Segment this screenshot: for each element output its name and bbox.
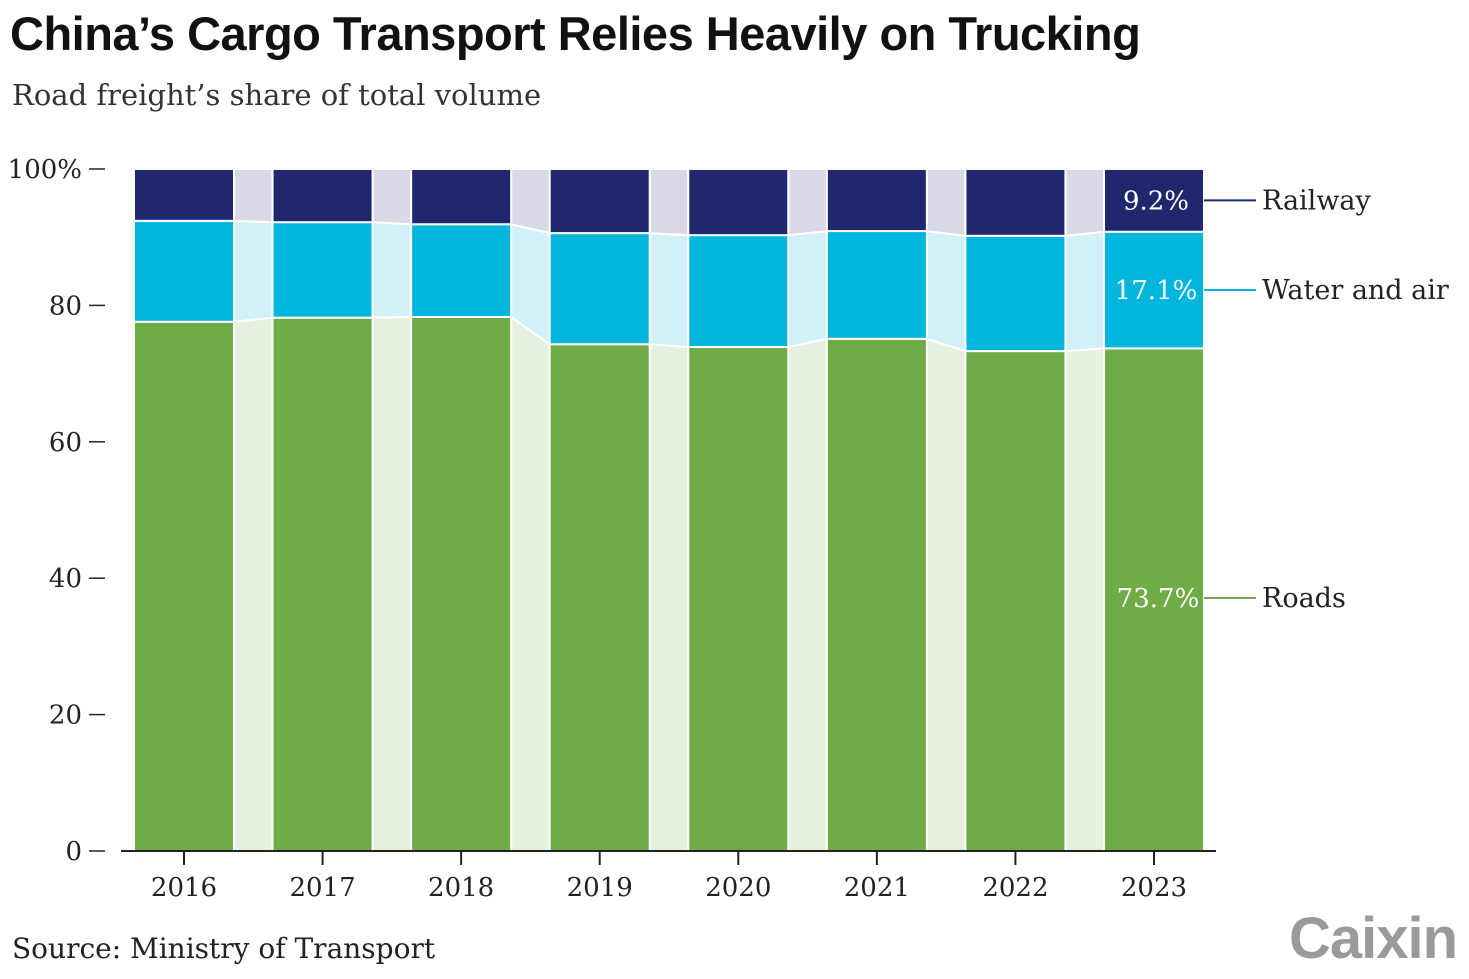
connector-roads	[371, 315, 413, 852]
x-tick-label: 2023	[1121, 873, 1187, 903]
connector-water-and-air	[371, 221, 413, 319]
connector-roads	[233, 316, 274, 852]
bar-railway-2022	[964, 168, 1067, 237]
value-label-water-and-air: 17.1%	[1115, 276, 1198, 306]
y-tick-label: 80	[49, 291, 82, 321]
bar-water-and-air-2019	[548, 232, 651, 346]
connector-railway	[233, 168, 274, 224]
connector-railway	[925, 168, 967, 237]
y-tick-label: 20	[49, 701, 82, 731]
x-tick-label: 2018	[428, 873, 494, 903]
bar-roads-2019	[548, 343, 651, 852]
bar-roads-2023	[1102, 347, 1205, 852]
connector-railway	[371, 168, 413, 226]
x-tick-label: 2022	[982, 873, 1048, 903]
bar-roads-2016	[133, 320, 235, 852]
bar-railway-2021	[825, 168, 928, 233]
y-tick-label: 40	[49, 564, 82, 594]
connector-railway	[787, 168, 828, 237]
bar-water-and-air-2021	[825, 230, 928, 340]
bar-water-and-air-2018	[410, 223, 513, 318]
bar-railway-2017	[271, 168, 374, 224]
x-tick-label: 2021	[844, 873, 910, 903]
x-tick-label: 2017	[289, 873, 355, 903]
bar-railway-2023	[1102, 168, 1205, 233]
x-tick-label: 2016	[151, 873, 217, 903]
bar-water-and-air-2016	[133, 219, 235, 323]
source-note: Source: Ministry of Transport	[12, 932, 436, 965]
connector-roads	[925, 337, 967, 852]
connector-roads	[648, 343, 690, 852]
legend-label-railway: Railway	[1262, 185, 1372, 216]
bar-railway-2019	[548, 168, 651, 235]
connector-water-and-air	[233, 219, 274, 323]
connector-water-and-air	[925, 229, 967, 353]
y-tick-label: 0	[65, 837, 82, 867]
value-label-roads: 73.7%	[1117, 584, 1200, 614]
x-tick-label: 2020	[705, 873, 771, 903]
legend-label-water-and-air: Water and air	[1262, 275, 1449, 306]
connector-roads	[787, 337, 828, 852]
value-label-railway: 9.2%	[1123, 186, 1189, 216]
legend-label-roads: Roads	[1262, 583, 1346, 614]
connector-water-and-air	[648, 232, 690, 349]
y-tick-label: 60	[49, 428, 82, 458]
connector-railway	[1064, 168, 1105, 237]
bar-roads-2021	[825, 337, 928, 852]
connector-railway	[648, 168, 690, 237]
bar-water-and-air-2017	[271, 221, 374, 319]
bar-water-and-air-2023	[1102, 230, 1205, 350]
bar-water-and-air-2020	[687, 234, 790, 349]
bar-roads-2022	[964, 350, 1067, 852]
chart-title: China’s Cargo Transport Relies Heavily o…	[10, 7, 1141, 60]
x-tick-label: 2019	[567, 873, 633, 903]
bar-roads-2018	[410, 315, 513, 852]
chart-subtitle: Road freight’s share of total volume	[12, 78, 542, 112]
connector-water-and-air	[787, 229, 828, 349]
y-tick-label: 100%	[8, 155, 82, 185]
bar-roads-2020	[687, 346, 790, 852]
connector-water-and-air	[1064, 230, 1105, 353]
connector-roads	[510, 315, 551, 852]
connector-railway	[510, 168, 551, 235]
bar-roads-2017	[271, 316, 374, 852]
bar-railway-2020	[687, 168, 790, 237]
bar-railway-2016	[133, 168, 235, 222]
connector-roads	[1064, 347, 1105, 852]
caixin-logo: Caixin	[1288, 906, 1458, 971]
bar-water-and-air-2022	[964, 234, 1067, 353]
bar-railway-2018	[410, 168, 513, 226]
